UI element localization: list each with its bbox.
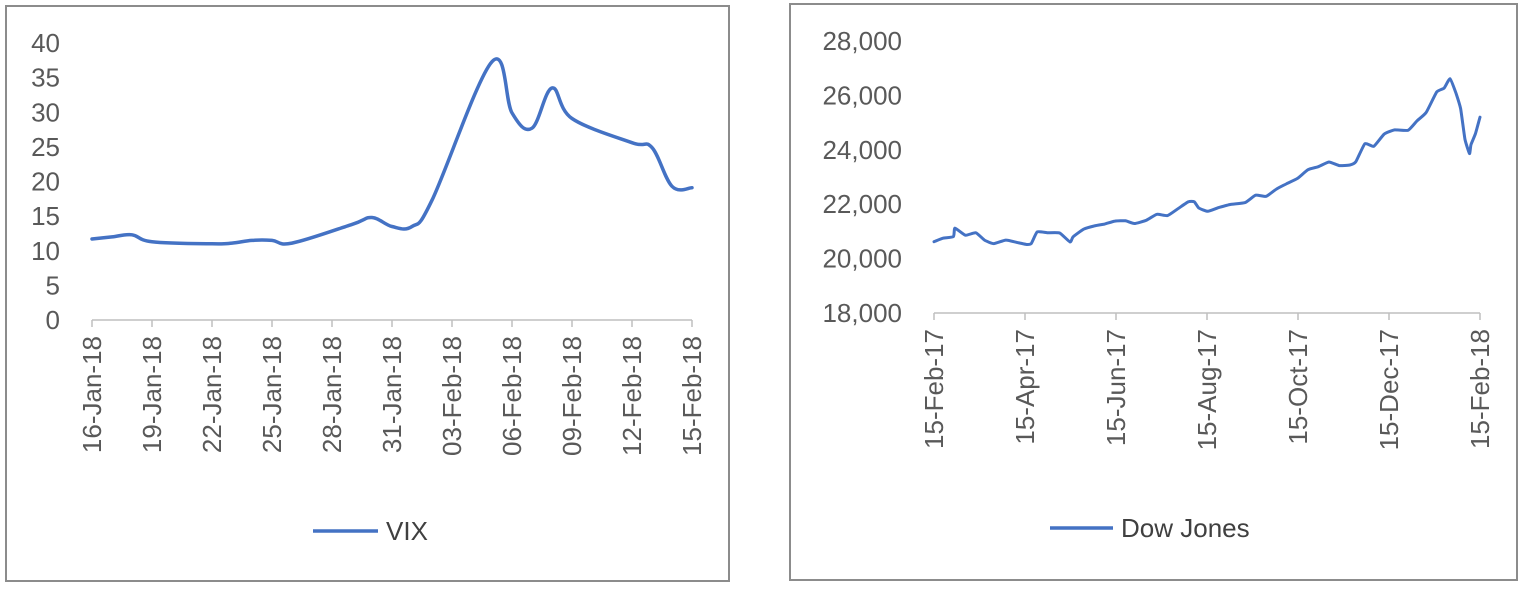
vix-chart: 0 5 10 15 20 25 30 35 40 16-Jan-18 19-Jan-18 22-Ja…: [5, 5, 730, 582]
vix-y-tick-label: 40: [31, 28, 60, 58]
vix-x-tick-label: 31-Jan-18: [377, 336, 407, 453]
vix-y-tick-label: 10: [31, 236, 60, 266]
dow-jones-y-tick-label: 26,000: [822, 80, 902, 110]
vix-legend: VIX: [313, 516, 428, 546]
vix-x-tick-label: 19-Jan-18: [137, 336, 167, 453]
vix-y-tick-label: 25: [31, 132, 60, 162]
dow-jones-y-tick-label: 24,000: [822, 135, 902, 165]
dow-jones-x-tick-label: 15-Dec-17: [1374, 329, 1404, 450]
dow-jones-y-tick-label: 18,000: [822, 298, 902, 328]
vix-x-axis-ticks: 16-Jan-18 19-Jan-18 22-Jan-18 25-Jan-18 28-J…: [77, 320, 707, 456]
dow-jones-series-line: [932, 77, 1482, 247]
dow-jones-chart: 18,000 20,000 22,000 24,000 26,000 28,000 15-…: [789, 3, 1518, 581]
vix-chart-frame: [5, 5, 730, 582]
vix-legend-label: VIX: [386, 516, 428, 546]
vix-y-tick-label: 0: [46, 305, 60, 335]
dow-jones-y-tick-label: 20,000: [822, 244, 902, 274]
vix-y-tick-label: 15: [31, 201, 60, 231]
dow-jones-legend: Dow Jones: [1050, 513, 1250, 543]
vix-x-tick-label: 09-Feb-18: [557, 336, 587, 456]
dow-jones-x-tick-label: 15-Aug-17: [1192, 329, 1222, 450]
dow-jones-x-tick-label: 15-Apr-17: [1010, 329, 1040, 445]
vix-x-tick-label: 25-Jan-18: [257, 336, 287, 453]
dow-jones-x-tick-label: 15-Jun-17: [1101, 329, 1131, 446]
vix-x-tick-label: 15-Feb-18: [677, 336, 707, 456]
vix-y-tick-label: 30: [31, 97, 60, 127]
dow-jones-x-tick-label: 15-Oct-17: [1283, 329, 1313, 445]
vix-y-tick-label: 35: [31, 63, 60, 93]
vix-x-tick-label: 28-Jan-18: [317, 336, 347, 453]
vix-y-tick-label: 20: [31, 167, 60, 197]
dow-jones-x-tick-label: 15-Feb-17: [919, 329, 949, 449]
vix-y-axis-ticks: 0 5 10 15 20 25 30 35 40: [31, 28, 60, 335]
vix-x-tick-label: 12-Feb-18: [617, 336, 647, 456]
dow-jones-x-tick-label: 15-Feb-18: [1465, 329, 1495, 449]
dow-jones-chart-frame: [789, 3, 1518, 581]
vix-x-tick-label: 03-Feb-18: [437, 336, 467, 456]
dow-jones-y-tick-label: 22,000: [822, 189, 902, 219]
vix-series-line: [90, 57, 694, 246]
vix-x-tick-label: 16-Jan-18: [77, 336, 107, 453]
vix-x-tick-label: 06-Feb-18: [497, 336, 527, 456]
vix-x-tick-label: 22-Jan-18: [197, 336, 227, 453]
dow-jones-y-tick-label: 28,000: [822, 26, 902, 56]
dow-jones-x-axis-ticks: 15-Feb-17 15-Apr-17 15-Jun-17 15-Aug-17 15-O…: [919, 313, 1495, 450]
dow-jones-y-axis-ticks: 18,000 20,000 22,000 24,000 26,000 28,000: [822, 26, 902, 328]
vix-y-tick-label: 5: [46, 270, 60, 300]
dow-jones-legend-label: Dow Jones: [1121, 513, 1250, 543]
